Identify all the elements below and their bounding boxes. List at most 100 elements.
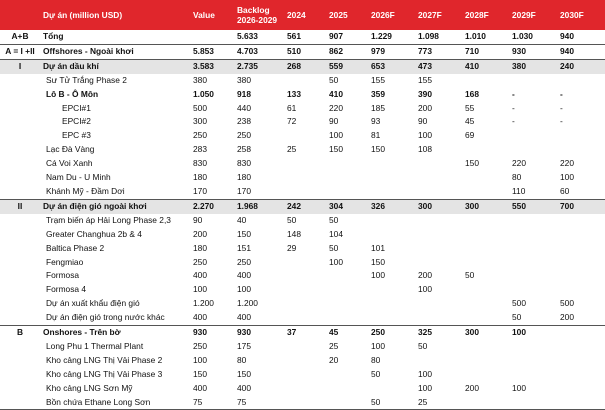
value-cell xyxy=(190,30,234,44)
project-name: Tổng xyxy=(43,31,64,41)
value-cell: 250 xyxy=(237,256,251,267)
value-cell xyxy=(326,185,368,199)
value-cell: 561 xyxy=(287,31,301,41)
value-cell: 250 xyxy=(193,130,207,141)
table-body: A+B Tổng 5.633 561 907 1.229 1.098 1.010 1.030 94… xyxy=(0,30,605,410)
project-name: Baltica Phase 2 xyxy=(46,242,105,253)
row-index xyxy=(0,269,40,283)
value-cell xyxy=(557,269,605,283)
value-cell: 104 xyxy=(329,228,343,239)
project-name: Lô B - Ô Môn xyxy=(46,88,99,99)
value-cell: 283 xyxy=(193,144,207,155)
value-cell xyxy=(368,228,415,242)
header-cell: 2024 xyxy=(284,0,326,30)
row-index: B xyxy=(0,325,40,340)
table-row: Trạm biến áp Hải Long Phase 2,3 90 40 50 50 xyxy=(0,214,605,228)
value-cell: 550 xyxy=(509,198,557,214)
value-cell: 100 xyxy=(329,130,343,141)
value-cell: 559 xyxy=(326,58,368,74)
value-cell: 410 xyxy=(462,58,509,74)
project-name: Formosa 4 xyxy=(46,284,87,295)
value-cell: 4.703 xyxy=(234,43,284,60)
value-cell xyxy=(462,74,509,88)
value-cell: 400 xyxy=(237,270,251,281)
table-row: Kho cảng LNG Thị Vải Phase 2 100 80 20 80 xyxy=(0,354,605,368)
value-cell: 90 xyxy=(418,116,428,127)
value-cell: 200 xyxy=(465,382,479,393)
row-index xyxy=(0,157,40,171)
value-cell xyxy=(557,143,605,157)
value-cell: 862 xyxy=(326,43,368,60)
table-row: Kho cảng LNG Thị Vải Phase 3 150 150 50 100 xyxy=(0,368,605,382)
table-row: I Dự án dầu khí 3.583 2.735 268 559 653 473 410 3… xyxy=(0,58,605,74)
value-cell xyxy=(557,354,605,368)
value-cell xyxy=(326,157,368,171)
value-cell: 830 xyxy=(237,158,251,169)
value-cell xyxy=(284,269,326,283)
row-index: I xyxy=(0,58,40,74)
value-cell: 410 xyxy=(329,88,343,99)
value-cell: 100 xyxy=(237,284,251,295)
value-cell: 180 xyxy=(193,172,207,183)
row-index xyxy=(0,354,40,368)
header-cell: 2026F xyxy=(368,0,415,30)
value-cell: 5.633 xyxy=(237,31,258,41)
value-cell xyxy=(509,368,557,382)
row-index xyxy=(0,297,40,311)
header-cell: Value xyxy=(190,0,234,30)
value-cell: 45 xyxy=(326,325,368,340)
value-cell xyxy=(415,214,462,228)
value-cell: 473 xyxy=(415,58,462,74)
project-name: Formosa xyxy=(46,270,80,281)
value-cell xyxy=(284,283,326,297)
value-cell: 50 xyxy=(418,340,428,351)
value-cell: 400 xyxy=(193,270,207,281)
value-cell xyxy=(509,129,557,143)
value-cell: 918 xyxy=(237,88,251,99)
value-cell: 242 xyxy=(284,198,326,214)
project-name: Kho cảng LNG Thị Vải Phase 2 xyxy=(46,354,163,365)
value-cell: 60 xyxy=(560,185,570,196)
value-cell: 81 xyxy=(371,130,381,141)
value-cell: 359 xyxy=(371,88,385,99)
value-cell xyxy=(557,395,605,410)
value-cell: 258 xyxy=(237,144,251,155)
header-row: Dự án (million USD) Value Backlog 2026-202… xyxy=(0,0,605,30)
header-cell: Dự án (million USD) xyxy=(40,0,190,30)
table-row: Fengmiao 250 250 100 150 xyxy=(0,256,605,270)
value-cell: 653 xyxy=(368,58,415,74)
value-cell xyxy=(284,256,326,270)
value-cell xyxy=(557,129,605,143)
value-cell: 148 xyxy=(287,228,301,239)
value-cell xyxy=(557,214,605,228)
value-cell: 400 xyxy=(193,312,207,323)
table-row: Dự án xuất khẩu điện gió 1.200 1.200 500 500 xyxy=(0,297,605,311)
value-cell: 1.200 xyxy=(237,298,258,309)
value-cell: 390 xyxy=(418,88,432,99)
value-cell: 300 xyxy=(415,198,462,214)
value-cell: 500 xyxy=(193,102,207,113)
value-cell: 304 xyxy=(326,198,368,214)
project-name: Kho cảng LNG Thị Vải Phase 3 xyxy=(46,368,163,379)
value-cell xyxy=(326,395,368,410)
project-name: Dự án dầu khí xyxy=(40,58,190,74)
project-name: Khánh Mỹ - Đầm Dơi xyxy=(46,185,125,196)
value-cell xyxy=(415,311,462,325)
value-cell: - xyxy=(560,116,563,127)
value-cell: 979 xyxy=(368,43,415,60)
value-cell: 37 xyxy=(284,325,326,340)
value-cell: 25 xyxy=(287,144,297,155)
value-cell: 180 xyxy=(237,172,251,183)
table-row: Formosa 4 100 100 100 xyxy=(0,283,605,297)
value-cell xyxy=(284,395,326,410)
value-cell xyxy=(368,297,415,311)
value-cell: 300 xyxy=(462,198,509,214)
row-index xyxy=(0,283,40,297)
value-cell: 93 xyxy=(371,116,381,127)
table-row: Cá Voi Xanh 830 830 150 220 220 xyxy=(0,157,605,171)
value-cell: 380 xyxy=(509,58,557,74)
project-name: Bồn chứa Ethane Long Sơn xyxy=(40,395,190,410)
value-cell: 25 xyxy=(329,340,339,351)
value-cell xyxy=(462,368,509,382)
row-index xyxy=(0,214,40,228)
